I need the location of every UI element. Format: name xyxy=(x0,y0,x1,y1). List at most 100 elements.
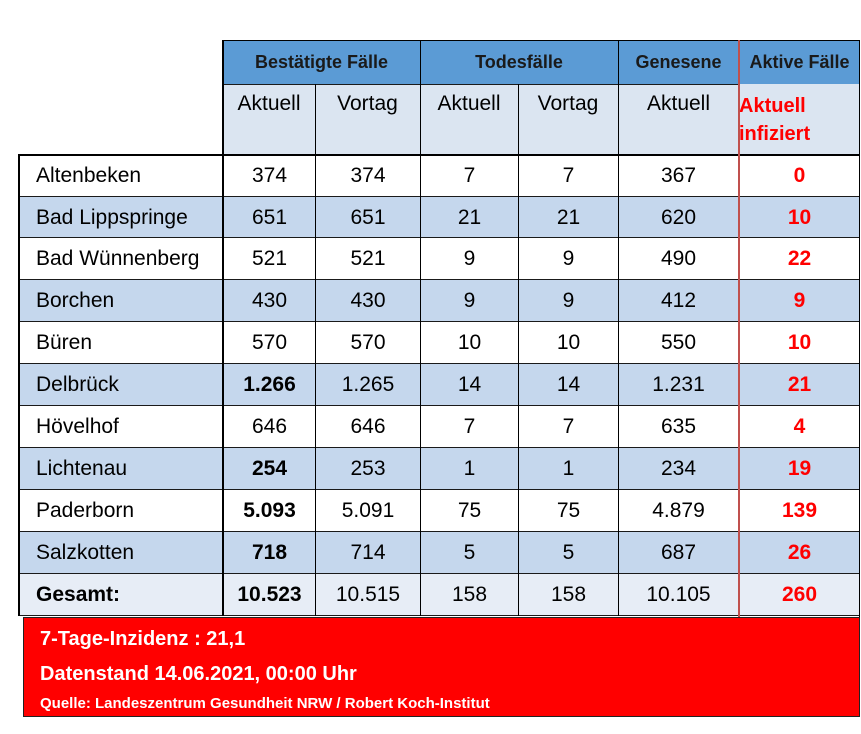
row-8-name-cell: Paderborn xyxy=(20,490,222,532)
row-7-active-cell: 19 xyxy=(740,448,859,490)
subheader-deaths-current: Aktuell xyxy=(420,84,518,155)
row-5-c-now-cell: 1.266 xyxy=(224,364,315,406)
row-9-active-cell: 26 xyxy=(740,532,859,574)
row-10-c-now-cell: 10.523 xyxy=(224,574,315,616)
subheader-recovered-current: Aktuell xyxy=(618,84,739,155)
row-10-rec-cell: 10.105 xyxy=(619,574,738,616)
row-2-c-now-cell: 521 xyxy=(224,238,315,280)
row-4-c-now-cell: 570 xyxy=(224,322,315,364)
row-3-d-prev-cell: 9 xyxy=(519,280,618,322)
data-date-text: Datenstand 14.06.2021, 00:00 Uhr xyxy=(40,663,357,685)
row-2-rec-cell: 490 xyxy=(619,238,738,280)
row-7-name-cell: Lichtenau xyxy=(20,448,222,490)
row-divider xyxy=(18,615,860,616)
active-sub-line2: infiziert xyxy=(739,123,811,145)
row-0-active-cell: 0 xyxy=(740,155,859,197)
row-3-d-now-cell: 9 xyxy=(421,280,518,322)
row-9-d-now-cell: 5 xyxy=(421,532,518,574)
row-5-rec-cell: 1.231 xyxy=(619,364,738,406)
source-text: Quelle: Landeszentrum Gesundheit NRW / R… xyxy=(40,695,490,712)
row-5-c-prev-cell: 1.265 xyxy=(316,364,420,406)
row-6-c-now-cell: 646 xyxy=(224,406,315,448)
row-1-name-cell: Bad Lippspringe xyxy=(20,197,222,238)
row-8-c-prev-cell: 5.091 xyxy=(316,490,420,532)
row-4-name-cell: Büren xyxy=(20,322,222,364)
row-10-d-prev-cell: 158 xyxy=(519,574,618,616)
row-10-d-now-cell: 158 xyxy=(421,574,518,616)
header-confirmed-cases: Bestätigte Fälle xyxy=(223,40,420,84)
active-sub-line1: Aktuell xyxy=(739,95,806,117)
row-8-rec-cell: 4.879 xyxy=(619,490,738,532)
row-0-c-prev-cell: 374 xyxy=(316,155,420,197)
row-5-d-prev-cell: 14 xyxy=(519,364,618,406)
row-2-c-prev-cell: 521 xyxy=(316,238,420,280)
row-2-d-prev-cell: 9 xyxy=(519,238,618,280)
subheader-confirmed-current: Aktuell xyxy=(223,84,315,155)
row-4-rec-cell: 550 xyxy=(619,322,738,364)
row-1-d-prev-cell: 21 xyxy=(519,197,618,238)
row-7-d-now-cell: 1 xyxy=(421,448,518,490)
row-0-name-cell: Altenbeken xyxy=(20,155,222,197)
row-divider xyxy=(18,447,860,448)
incidence-text: 7-Tage-Inzidenz : 21,1 xyxy=(40,628,246,650)
row-divider xyxy=(18,489,860,490)
row-2-name-cell: Bad Wünnenberg xyxy=(20,238,222,280)
row-3-name-cell: Borchen xyxy=(20,280,222,322)
row-10-c-prev-cell: 10.515 xyxy=(316,574,420,616)
row-divider xyxy=(18,531,860,532)
row-7-c-now-cell: 254 xyxy=(224,448,315,490)
row-3-active-cell: 9 xyxy=(740,280,859,322)
row-9-rec-cell: 687 xyxy=(619,532,738,574)
row-divider xyxy=(18,405,860,406)
row-1-d-now-cell: 21 xyxy=(421,197,518,238)
row-2-active-cell: 22 xyxy=(740,238,859,280)
row-9-d-prev-cell: 5 xyxy=(519,532,618,574)
row-0-c-now-cell: 374 xyxy=(224,155,315,197)
row-0-d-prev-cell: 7 xyxy=(519,155,618,197)
row-8-c-now-cell: 5.093 xyxy=(224,490,315,532)
row-divider xyxy=(18,237,860,238)
row-6-name-cell: Hövelhof xyxy=(20,406,222,448)
row-10-name-cell: Gesamt: xyxy=(20,574,222,616)
row-1-c-prev-cell: 651 xyxy=(316,197,420,238)
row-divider xyxy=(18,279,860,280)
row-4-d-prev-cell: 10 xyxy=(519,322,618,364)
row-7-d-prev-cell: 1 xyxy=(519,448,618,490)
row-divider xyxy=(18,573,860,574)
row-2-d-now-cell: 9 xyxy=(421,238,518,280)
row-0-rec-cell: 367 xyxy=(619,155,738,197)
row-9-c-now-cell: 718 xyxy=(224,532,315,574)
row-divider xyxy=(18,363,860,364)
row-10-active-cell: 260 xyxy=(740,574,859,616)
row-6-d-prev-cell: 7 xyxy=(519,406,618,448)
row-divider xyxy=(18,196,860,197)
row-6-d-now-cell: 7 xyxy=(421,406,518,448)
row-8-active-cell: 139 xyxy=(740,490,859,532)
header-deaths: Todesfälle xyxy=(420,40,618,84)
row-1-active-cell: 10 xyxy=(740,197,859,238)
row-4-c-prev-cell: 570 xyxy=(316,322,420,364)
row-3-rec-cell: 412 xyxy=(619,280,738,322)
row-8-d-now-cell: 75 xyxy=(421,490,518,532)
subheader-deaths-previous: Vortag xyxy=(518,84,618,155)
row-1-rec-cell: 620 xyxy=(619,197,738,238)
row-5-active-cell: 21 xyxy=(740,364,859,406)
row-divider xyxy=(18,321,860,322)
active-column-divider xyxy=(738,40,740,617)
row-8-d-prev-cell: 75 xyxy=(519,490,618,532)
row-5-name-cell: Delbrück xyxy=(20,364,222,406)
row-5-d-now-cell: 14 xyxy=(421,364,518,406)
row-7-c-prev-cell: 253 xyxy=(316,448,420,490)
header-active-cases: Aktive Fälle xyxy=(739,40,860,84)
subheader-confirmed-previous: Vortag xyxy=(315,84,420,155)
row-9-name-cell: Salzkotten xyxy=(20,532,222,574)
row-4-active-cell: 10 xyxy=(740,322,859,364)
row-0-d-now-cell: 7 xyxy=(421,155,518,197)
row-6-c-prev-cell: 646 xyxy=(316,406,420,448)
row-1-c-now-cell: 651 xyxy=(224,197,315,238)
row-3-c-now-cell: 430 xyxy=(224,280,315,322)
info-banner: 7-Tage-Inzidenz : 21,1 Datenstand 14.06.… xyxy=(23,617,860,717)
subheader-active-current: Aktuell infiziert xyxy=(739,84,860,155)
header-recovered: Genesene xyxy=(618,40,739,84)
row-7-rec-cell: 234 xyxy=(619,448,738,490)
